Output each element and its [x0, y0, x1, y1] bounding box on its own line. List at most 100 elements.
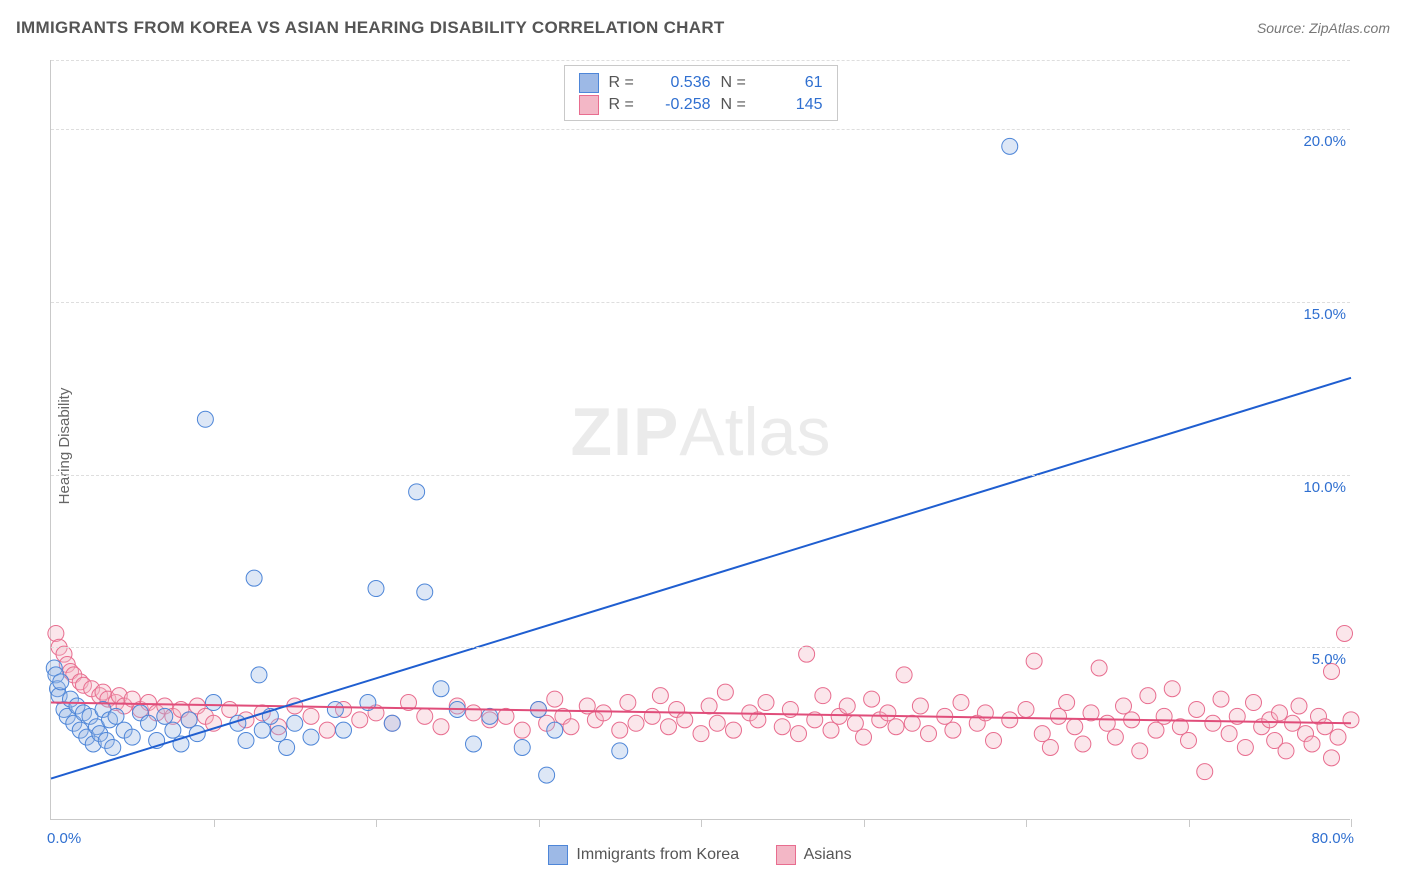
data-point: [799, 646, 815, 662]
x-tick: [214, 819, 215, 827]
data-point: [563, 719, 579, 735]
data-point: [1221, 726, 1237, 742]
data-point: [612, 743, 628, 759]
data-point: [701, 698, 717, 714]
x-tick: [1026, 819, 1027, 827]
data-point: [880, 705, 896, 721]
data-point: [1181, 733, 1197, 749]
data-point: [352, 712, 368, 728]
data-point: [319, 722, 335, 738]
data-point: [774, 719, 790, 735]
data-point: [206, 695, 222, 711]
x-tick: [539, 819, 540, 827]
y-tick-label: 10.0%: [1303, 479, 1346, 496]
data-point: [141, 715, 157, 731]
data-point: [1205, 715, 1221, 731]
data-point: [1246, 695, 1262, 711]
data-point: [856, 729, 872, 745]
data-point: [620, 695, 636, 711]
series-legend: Immigrants from Korea Asians: [50, 845, 1350, 870]
data-point: [336, 722, 352, 738]
data-point: [157, 708, 173, 724]
gridline: [51, 475, 1350, 476]
data-point: [466, 705, 482, 721]
data-point: [1278, 743, 1294, 759]
data-point: [181, 712, 197, 728]
data-point: [466, 736, 482, 752]
data-point: [1291, 698, 1307, 714]
gridline: [51, 647, 1350, 648]
data-point: [222, 701, 238, 717]
data-point: [368, 581, 384, 597]
data-point: [677, 712, 693, 728]
gridline: [51, 129, 1350, 130]
data-point: [953, 695, 969, 711]
legend-item-asian: Asians: [776, 845, 852, 865]
data-point: [238, 733, 254, 749]
data-point: [1002, 712, 1018, 728]
data-point: [303, 708, 319, 724]
x-tick: [1351, 819, 1352, 827]
data-point: [1091, 660, 1107, 676]
gridline: [51, 60, 1350, 61]
data-point: [1324, 750, 1340, 766]
data-point: [417, 584, 433, 600]
data-point: [1051, 708, 1067, 724]
y-tick-label: 5.0%: [1312, 651, 1346, 668]
data-point: [165, 722, 181, 738]
x-tick: [1189, 819, 1190, 827]
data-point: [1018, 701, 1034, 717]
data-point: [652, 688, 668, 704]
data-point: [514, 722, 530, 738]
data-point: [303, 729, 319, 745]
x-tick: [864, 819, 865, 827]
data-point: [1343, 712, 1359, 728]
data-point: [271, 726, 287, 742]
data-point: [1272, 705, 1288, 721]
data-point: [1197, 764, 1213, 780]
data-point: [108, 708, 124, 724]
data-point: [514, 739, 530, 755]
data-point: [254, 722, 270, 738]
data-point: [251, 667, 267, 683]
data-point: [912, 698, 928, 714]
data-point: [327, 701, 343, 717]
data-point: [644, 708, 660, 724]
data-point: [433, 719, 449, 735]
data-point: [1026, 653, 1042, 669]
data-point: [433, 681, 449, 697]
data-point: [1304, 736, 1320, 752]
data-point: [48, 625, 64, 641]
data-point: [1317, 719, 1333, 735]
scatter-svg: [51, 60, 1350, 819]
data-point: [596, 705, 612, 721]
data-point: [847, 715, 863, 731]
data-point: [709, 715, 725, 731]
data-point: [717, 684, 733, 700]
legend-label-asian: Asians: [804, 846, 852, 864]
swatch-asian-2: [776, 845, 796, 865]
data-point: [1337, 625, 1353, 641]
data-point: [815, 688, 831, 704]
swatch-korea-2: [548, 845, 568, 865]
data-point: [628, 715, 644, 731]
x-tick: [701, 819, 702, 827]
data-point: [246, 570, 262, 586]
data-point: [986, 733, 1002, 749]
data-point: [105, 739, 121, 755]
data-point: [1116, 698, 1132, 714]
y-tick-label: 15.0%: [1303, 306, 1346, 323]
data-point: [1189, 701, 1205, 717]
data-point: [839, 698, 855, 714]
data-point: [547, 722, 563, 738]
data-point: [693, 726, 709, 742]
x-tick: [376, 819, 377, 827]
data-point: [1107, 729, 1123, 745]
data-point: [1099, 715, 1115, 731]
y-tick-label: 20.0%: [1303, 133, 1346, 150]
data-point: [547, 691, 563, 707]
data-point: [1156, 708, 1172, 724]
data-point: [758, 695, 774, 711]
data-point: [1034, 726, 1050, 742]
data-point: [1164, 681, 1180, 697]
